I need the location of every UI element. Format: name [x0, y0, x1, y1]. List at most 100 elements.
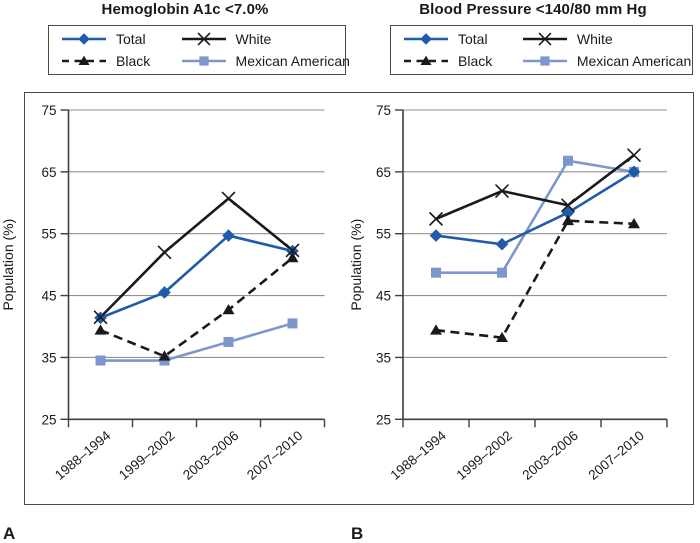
diamond-marker [561, 206, 575, 219]
square-marker [95, 355, 106, 366]
x-category-label: 2003–2006 [180, 428, 241, 483]
legend-label: Mexican American [235, 53, 350, 69]
legend-label: Total [458, 31, 488, 47]
legend-item-black: Black [61, 50, 181, 72]
square-marker [287, 318, 298, 329]
svg-text:55: 55 [41, 227, 56, 242]
series-line-total [435, 170, 635, 246]
diamond-marker [222, 229, 235, 242]
svg-text:75: 75 [376, 103, 391, 118]
series-line-mexican-american [436, 159, 635, 274]
svg-text:45: 45 [376, 289, 391, 304]
x-category-label: 1988–1994 [52, 427, 114, 482]
x-category-label: 1999–2002 [454, 428, 515, 483]
series-line-white [435, 154, 635, 221]
legend-sample-x-icon [181, 32, 226, 46]
square-marker [431, 267, 441, 278]
panel-label-a: A [3, 524, 16, 543]
x-marker [495, 184, 509, 198]
series-line-total [100, 234, 293, 320]
legend-sample-triangle-icon [62, 55, 106, 66]
legend-label: White [235, 31, 272, 47]
svg-text:35: 35 [41, 350, 56, 365]
triangle-marker [628, 218, 640, 229]
triangle-marker [420, 55, 432, 66]
legend-sample-square-icon [522, 56, 567, 66]
legend-item-white: White [181, 28, 339, 50]
triangle-marker [94, 324, 107, 335]
x-marker [627, 148, 641, 162]
legend-label: White [576, 31, 613, 47]
svg-text:25: 25 [376, 412, 391, 427]
legend-label: Black [116, 53, 151, 69]
x-marker [197, 32, 210, 46]
legend-item-mexican-american: Mexican American [181, 50, 350, 72]
legend-sample-x-icon [522, 32, 567, 46]
legend-sample-triangle-icon [404, 55, 448, 66]
legend-label: Mexican American [576, 53, 692, 69]
diamond-marker [495, 237, 509, 251]
square-marker [540, 56, 550, 66]
svg-text:35: 35 [376, 350, 391, 365]
figure-border-box [24, 92, 694, 505]
series-line-black [435, 219, 635, 339]
legend-sample-square-icon [181, 56, 226, 66]
legend-item-white: White [522, 28, 686, 50]
legend-item-total: Total [61, 28, 181, 50]
square-marker [563, 155, 573, 166]
legend-item-black: Black [403, 50, 522, 72]
x-category-label: 1999–2002 [116, 428, 177, 483]
x-marker [157, 245, 172, 260]
panel-label-b: B [351, 524, 364, 543]
legend-label: Total [116, 31, 146, 47]
chart-title-blood-pressure: Blood Pressure <140/80 mm Hg [419, 1, 647, 18]
chart-panel-a: 25 35 45 55 65 75 1988–1994 1999–2002 2003–2006 2… [0, 103, 326, 483]
diamond-marker [627, 165, 641, 179]
triangle-marker [222, 304, 235, 315]
triangle-marker [158, 350, 171, 361]
svg-text:75: 75 [41, 103, 56, 118]
triangle-marker [562, 214, 574, 226]
series-line-black [100, 256, 294, 358]
diamond-marker [158, 286, 171, 299]
triangle-marker [286, 252, 299, 263]
triangle-marker [430, 324, 442, 335]
diamond-marker [78, 33, 90, 45]
x-category-label: 1988–1994 [388, 427, 450, 482]
chart-title-hemoglobin: Hemoglobin A1c <7.0% [101, 1, 269, 18]
x-category-label: 2007–2010 [244, 428, 305, 483]
legend-sample-diamond-icon [62, 33, 106, 45]
triangle-marker [496, 331, 508, 343]
x-marker [561, 198, 575, 213]
x-marker [285, 243, 300, 258]
y-axis-title: Population (%) [348, 219, 364, 311]
diamond-marker [429, 229, 443, 242]
x-marker [429, 212, 443, 226]
series-line-white [99, 197, 294, 319]
legend-label: Black [458, 53, 493, 69]
svg-text:45: 45 [41, 289, 56, 304]
svg-text:25: 25 [41, 412, 56, 427]
legend-hemoglobin: Total Black White Mexican American [48, 25, 350, 75]
square-marker [198, 56, 209, 66]
x-marker [538, 32, 552, 46]
legend-item-total: Total [403, 28, 522, 50]
triangle-marker [78, 55, 90, 66]
svg-text:65: 65 [41, 165, 56, 180]
svg-text:65: 65 [376, 165, 391, 180]
y-axis-title: Population (%) [0, 219, 16, 311]
legend-item-mexican-american: Mexican American [522, 50, 691, 72]
series-line-mexican-american [100, 322, 293, 362]
x-category-label: 2003–2006 [520, 428, 581, 483]
x-category-label: 2007–2010 [586, 428, 647, 483]
x-marker [93, 310, 108, 325]
legend-blood-pressure: Total Black White Mexican American [390, 25, 693, 75]
square-marker [497, 267, 507, 278]
svg-text:55: 55 [376, 227, 391, 242]
square-marker [223, 336, 234, 347]
legend-sample-diamond-icon [404, 33, 448, 45]
chart-panel-b: 25 35 45 55 65 75 1988–1994 1999–2002 2003–2006 2… [348, 103, 668, 483]
x-marker [221, 191, 236, 206]
